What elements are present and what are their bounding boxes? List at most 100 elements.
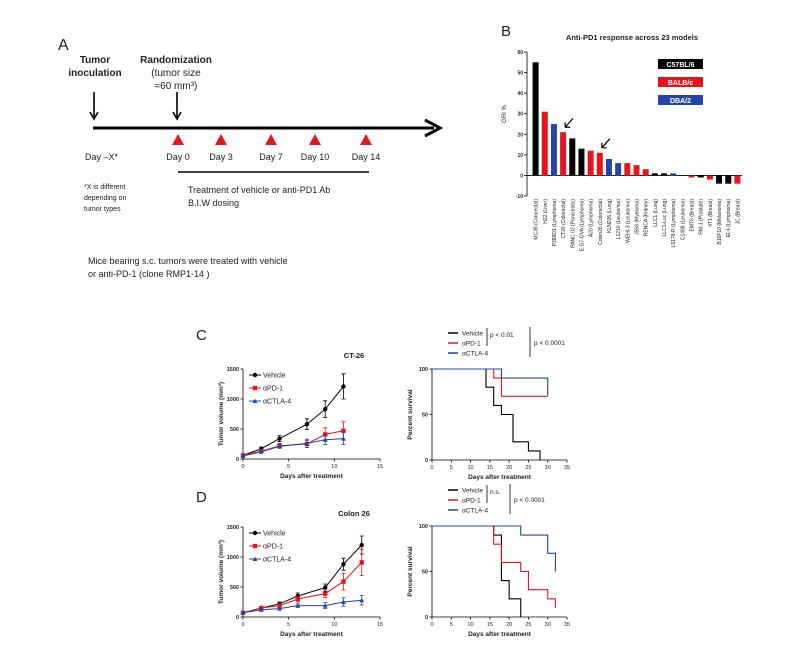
triangle-marker — [252, 398, 258, 403]
x-tick-label: L5178-R (Lymphoma) — [671, 199, 677, 248]
y-tick-label: 0 — [520, 173, 523, 179]
chart-title: Colon 26 — [338, 509, 370, 518]
y-axis-label: Percent survival — [407, 389, 414, 439]
survival-curve — [432, 368, 549, 397]
significance-label: p < 0.0001 — [534, 340, 565, 347]
x-tick-label: RENCA (Kidney) — [644, 199, 650, 237]
survival-curve — [432, 525, 556, 608]
triangle-marker — [277, 444, 282, 449]
legend-label: Vehicle — [263, 531, 286, 538]
bar — [569, 138, 576, 176]
significance-label: p < 0.0001 — [514, 497, 545, 504]
triangle-marker — [359, 597, 365, 603]
dosing-triangle-icon — [172, 134, 184, 145]
legend-label: DBA/2 — [670, 98, 691, 105]
randomization-size-2: ≈60 mm³) — [155, 81, 198, 92]
circle-marker — [252, 530, 258, 536]
treatment-text-2: B.I.W dosing — [188, 198, 239, 208]
panel-b-bar-chart: B Anti-PD1 response across 23 models GRI… — [501, 23, 742, 251]
panel-label-a: A — [58, 37, 69, 54]
survival-curve — [432, 525, 522, 617]
x-tick-label: B16F10 (Melanoma) — [717, 199, 723, 245]
y-axis-label: Percent survival — [407, 546, 414, 596]
x-tick-label: 5 — [450, 465, 453, 471]
x-tick-label: 5 — [450, 622, 453, 628]
bar — [578, 148, 585, 176]
dosing-day-label: Day 7 — [259, 152, 283, 162]
x-tick-label: JC (Breast) — [735, 199, 741, 225]
circle-marker — [304, 422, 310, 427]
x-tick-label: J558 (Myeloma) — [635, 199, 641, 235]
chart-title: CT-26 — [344, 351, 364, 360]
bar — [706, 175, 713, 180]
panel-d-tumor-growth: 0 5 10 15 0 500 1000 1500 Days after treatment Tu… — [218, 509, 383, 638]
footnote-3: tumor types — [84, 206, 121, 213]
x-tick-label: 0 — [241, 622, 244, 628]
x-tick-label: MC38 (Colorectal) — [534, 199, 540, 240]
y-tick-label: 50 — [517, 71, 523, 77]
square-marker — [323, 432, 328, 437]
x-tick-label: C1498 (Leukemia) — [680, 199, 686, 240]
triangle-marker — [341, 599, 346, 604]
bar — [651, 173, 658, 176]
square-marker — [252, 385, 258, 391]
bar — [734, 175, 741, 184]
series-line — [242, 386, 344, 456]
circle-marker — [277, 436, 282, 441]
square-marker — [341, 579, 346, 584]
dosing-day-label: Day 0 — [166, 152, 190, 162]
panel-a-timeline: A Tumor inoculation Randomization (tumor… — [58, 37, 444, 279]
circle-marker — [341, 384, 346, 389]
treatment-text: Treatment of vehicle or anti-PD1 Ab — [188, 185, 330, 195]
y-tick-label: 1500 — [227, 525, 239, 531]
x-tick-label: EL4 (Lymphoma) — [726, 199, 732, 237]
circle-marker — [252, 372, 258, 378]
y-tick-label: 100 — [419, 367, 428, 373]
square-marker — [323, 591, 328, 596]
panel-c-survival: 0 5 10 15 20 25 30 35 0 50 100 Days after treatment… — [407, 327, 570, 481]
triangle-marker — [304, 441, 310, 446]
panel-c-tumor-growth: 0 5 10 15 0 500 1000 1500 Days after treatment Tu… — [218, 351, 383, 480]
legend-label: αPD-1 — [462, 498, 481, 505]
triangle-marker — [295, 603, 301, 608]
circle-marker — [359, 542, 364, 548]
square-marker — [295, 596, 300, 602]
legend-label: Vehicle — [263, 373, 286, 380]
triangle-marker — [240, 610, 246, 615]
bar — [624, 163, 631, 176]
inoculation-label: Tumor — [80, 55, 110, 66]
dosing-day-label: Day 10 — [301, 152, 330, 162]
bar — [615, 163, 622, 176]
triangle-marker — [258, 449, 264, 454]
bar — [587, 150, 594, 176]
legend-swatch — [658, 59, 703, 69]
x-tick-label: 35 — [564, 465, 570, 471]
square-marker — [359, 560, 364, 565]
x-axis-label: Days after treatment — [280, 473, 344, 480]
dosing-day-label: Day 14 — [352, 152, 381, 162]
bar — [532, 62, 539, 176]
x-tick-label: H22 (Liver) — [543, 199, 549, 224]
randomization-size: (tumor size — [151, 68, 201, 79]
legend-label: BALB/c — [668, 80, 693, 87]
bar — [670, 173, 677, 176]
x-tick-label: LLC1-Luc (Lung) — [662, 199, 668, 237]
legend-label: Vehicle — [462, 488, 483, 495]
x-tick-label: LLC1 (Lung) — [653, 199, 659, 227]
y-tick-label: 60 — [517, 50, 523, 56]
y-tick-label: 0 — [236, 457, 239, 463]
y-axis-label: Tumor volume (mm³) — [218, 382, 225, 446]
legend-label: αPD-1 — [263, 544, 283, 551]
day-x-label: Day –X* — [85, 152, 119, 162]
bar — [541, 111, 548, 176]
y-tick-label: -10 — [516, 194, 523, 200]
bar — [560, 132, 567, 176]
panel-d-survival: 0 5 10 15 20 25 30 35 0 50 100 Days after treatment… — [407, 484, 570, 638]
timeline-arrowhead — [424, 118, 444, 138]
bar — [550, 124, 557, 176]
x-tick-label: 15 — [377, 622, 383, 628]
description: Mice bearing s.c. tumors were treated wi… — [88, 256, 288, 266]
triangle-marker — [252, 556, 258, 561]
arrow-icon — [601, 138, 611, 149]
